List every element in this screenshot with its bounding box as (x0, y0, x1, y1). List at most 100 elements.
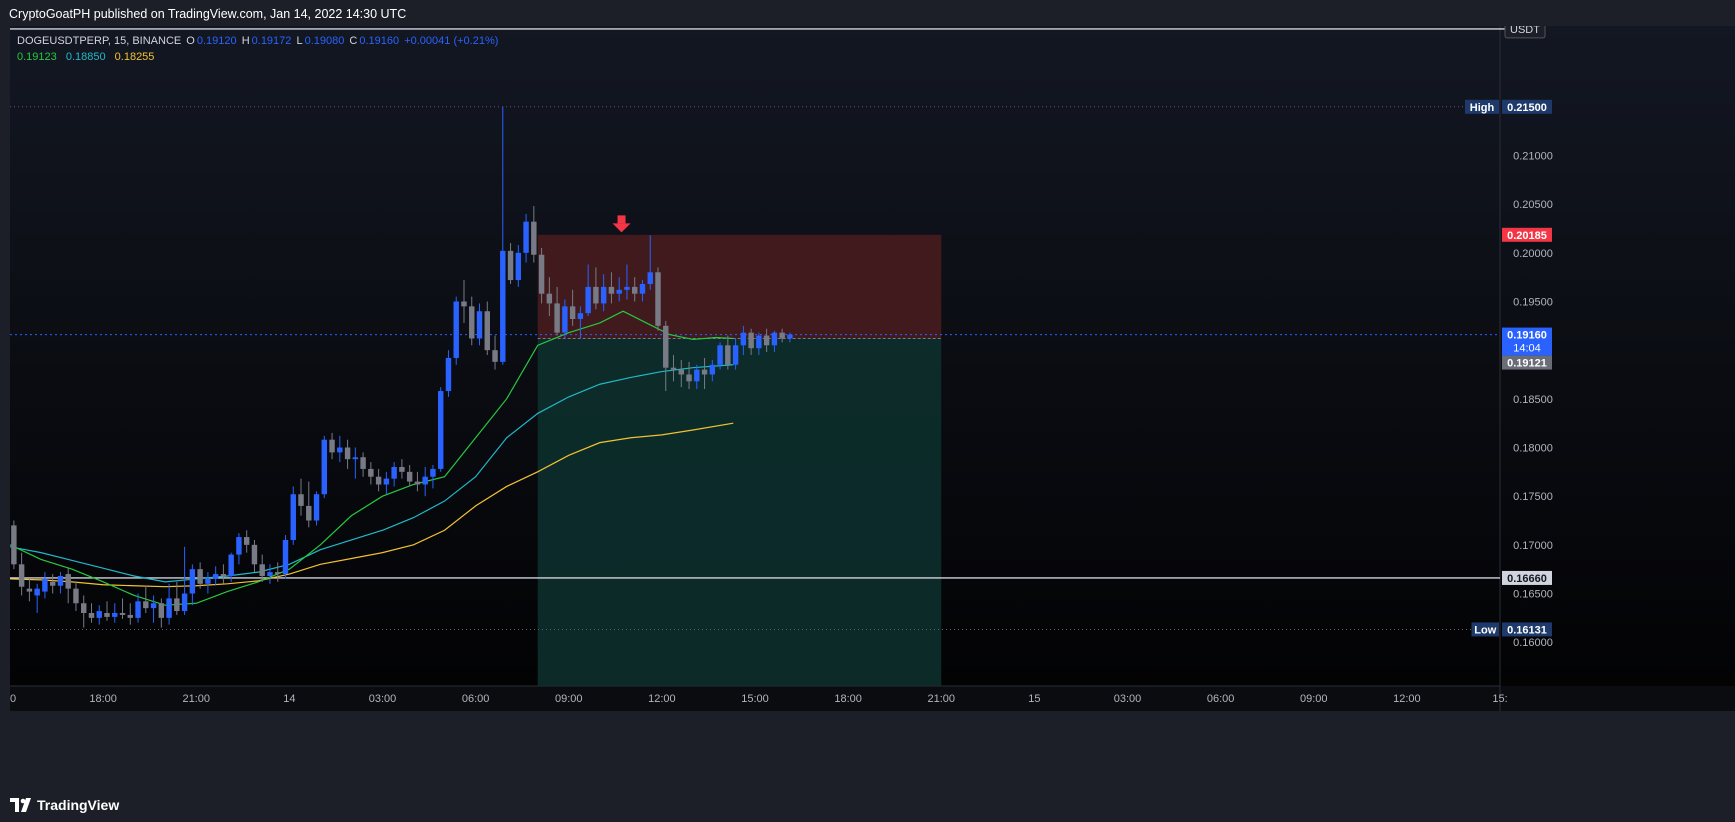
x-tick-label: 18:00 (834, 693, 862, 705)
y-tick-label: 0.16500 (1513, 589, 1553, 601)
candle-body (119, 612, 126, 615)
open-label: O (186, 35, 195, 47)
candle-body (763, 335, 770, 346)
candle-body (337, 447, 343, 453)
candle (647, 235, 653, 290)
candle-body (694, 369, 700, 382)
candle (236, 533, 242, 565)
ma-fast-price-label: 0.19121 (1502, 355, 1552, 370)
candle (267, 564, 273, 584)
candle (624, 264, 630, 300)
candle (655, 267, 661, 331)
candle (538, 247, 545, 304)
candle (298, 478, 304, 516)
currency-label: USDT (1504, 26, 1546, 39)
candle-body (740, 332, 747, 346)
candle (453, 296, 459, 365)
candle-body (523, 221, 529, 253)
x-tick-label: 21:00 (182, 693, 210, 705)
candle (430, 465, 436, 489)
candle (600, 274, 607, 312)
candle-body (212, 574, 219, 579)
candle (787, 332, 793, 343)
candle-body (150, 603, 157, 609)
candle (96, 605, 102, 625)
ma-slow-value: 0.18255 (114, 51, 155, 63)
candle-body (267, 572, 273, 576)
price-chart[interactable]: 0.21000 0.20500 0.20000 0.19500 0.18500 0.180… (10, 26, 1735, 788)
candle-body (321, 439, 328, 495)
candle (437, 387, 444, 472)
x-tick-label: 21:00 (927, 693, 955, 705)
candle-body (554, 303, 560, 333)
candle-body (631, 286, 638, 294)
candle (282, 535, 289, 579)
high-tag: High (1465, 99, 1499, 114)
x-tick-label: 14 (283, 693, 295, 705)
candle (119, 598, 126, 619)
chart-legend: DOGEUSDTPERP, 15, BINANCE O 0.19120 H 0.19… (17, 35, 500, 63)
candle (554, 286, 560, 336)
price-label-text: 0.16660 (1507, 573, 1547, 585)
candle-body (282, 539, 289, 575)
candle (174, 581, 180, 615)
y-tick-label: 0.19500 (1513, 296, 1553, 308)
tradingview-brand[interactable]: TradingView (10, 797, 119, 813)
candle-body (243, 537, 250, 545)
candle (275, 562, 281, 582)
candle-body (531, 221, 537, 255)
candle-body (135, 601, 141, 618)
candle-body (771, 332, 778, 346)
candle (616, 277, 622, 302)
candle-body (647, 272, 653, 284)
take-profit-zone (537, 338, 942, 686)
candle (189, 564, 196, 606)
candle-body (236, 537, 242, 555)
candle-body (189, 569, 196, 594)
candle-body (701, 369, 708, 375)
candle (57, 572, 64, 594)
x-tick-label: 03:00 (369, 693, 397, 705)
chart-frame[interactable]: 0.21000 0.20500 0.20000 0.19500 0.18500 0.180… (10, 26, 1735, 788)
candle (329, 432, 335, 460)
x-tick-label: 15: (1492, 693, 1507, 705)
candle (383, 471, 390, 495)
candle-body (469, 306, 475, 339)
candle (135, 593, 141, 623)
candle-body (49, 581, 56, 586)
low-tag: Low (1471, 622, 1499, 637)
ma-fast-line (10, 310, 734, 606)
candle-body (577, 313, 584, 320)
candle-body (616, 289, 622, 294)
y-tick-label: 0.20500 (1513, 199, 1553, 211)
candle (546, 277, 553, 317)
y-tick-label: 0.20000 (1513, 248, 1553, 260)
candle (18, 552, 25, 596)
tag-text: High (1470, 102, 1495, 114)
candle-body (259, 564, 265, 576)
candle (11, 520, 17, 570)
low-label: L (296, 35, 303, 47)
candle (484, 301, 490, 356)
candle (34, 583, 40, 613)
close-label: C (349, 35, 358, 47)
candle-body (127, 614, 134, 618)
candle-body (174, 598, 180, 612)
y-tick-label: 0.21000 (1513, 150, 1553, 162)
candle-body (670, 367, 677, 370)
high-label: H (241, 35, 250, 47)
candle (49, 574, 56, 594)
stop-loss-zone (537, 234, 942, 339)
candle-body (422, 476, 428, 485)
candle (725, 335, 731, 370)
candle (290, 486, 296, 545)
candle (492, 335, 498, 370)
low-price-label: 0.16131 (1502, 622, 1552, 637)
candle (73, 581, 79, 612)
price-label-text: 0.19121 (1507, 358, 1547, 370)
candle-body (492, 350, 498, 362)
candle-body (686, 374, 692, 382)
candle (476, 303, 483, 346)
candle (181, 546, 188, 615)
candle-body (96, 611, 102, 618)
